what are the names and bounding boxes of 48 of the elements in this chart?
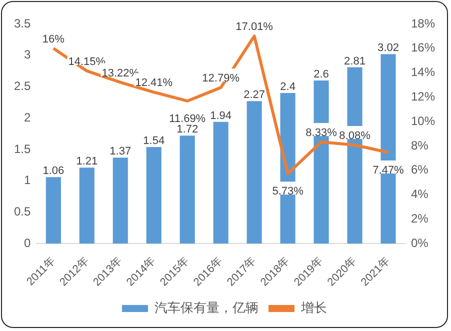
bar <box>246 101 262 244</box>
y2-tick-label: 14% <box>410 65 436 80</box>
data-label: 7.47% <box>372 164 404 176</box>
data-label: 2.81 <box>344 55 366 68</box>
data-label: 3.02 <box>378 42 399 54</box>
y2-tick-label: 2% <box>410 212 429 226</box>
data-label: 1.06 <box>42 165 64 178</box>
data-label: 14.15% <box>68 56 106 68</box>
data-label: 1.21 <box>76 156 98 168</box>
data-label: 12.41% <box>135 77 173 90</box>
y2-tick-label: 18% <box>410 16 436 30</box>
y2-tick-label: 12% <box>410 90 436 104</box>
data-label: 17.01% <box>236 21 274 34</box>
y-tick-label: 2.5 <box>14 79 31 94</box>
y-tick-label: 0 <box>24 236 31 250</box>
bar <box>180 136 195 244</box>
y2-tick-label: 6% <box>410 162 429 177</box>
data-label: 2.27 <box>244 89 266 102</box>
data-label: 5.73% <box>272 186 304 198</box>
data-label: 11.69% <box>169 113 206 126</box>
data-label: 8.08% <box>339 130 371 142</box>
bar <box>112 158 128 244</box>
data-label: 12.79% <box>202 72 240 85</box>
y2-tick-label: 10% <box>410 114 436 128</box>
y-tick-label: 3 <box>24 48 31 62</box>
bar <box>146 146 162 244</box>
y-tick-label: 0.5 <box>14 204 31 219</box>
legend-label: 增长 <box>300 300 327 316</box>
data-label: 1.37 <box>110 146 132 158</box>
data-label: 1.54 <box>143 135 165 147</box>
data-label: 2.6 <box>314 68 329 80</box>
y2-tick-label: 16% <box>410 40 436 55</box>
y2-tick-label: 8% <box>410 138 429 152</box>
y-tick-label: 1.5 <box>14 142 31 156</box>
data-label: 1.94 <box>210 110 232 122</box>
y2-tick-label: 0% <box>410 236 429 250</box>
bar <box>79 168 94 244</box>
legend-label: 汽车保有量，亿辆 <box>154 300 258 316</box>
y2-tick-label: 4% <box>410 187 429 202</box>
data-label: 2.4 <box>280 81 296 94</box>
bar <box>46 177 61 244</box>
y-tick-label: 3.5 <box>14 16 31 30</box>
y-tick-label: 2 <box>24 110 31 124</box>
y-tick-label: 1 <box>24 173 31 188</box>
data-label: 8.33% <box>306 126 338 139</box>
data-label: 1.72 <box>176 124 198 136</box>
bar <box>213 122 228 244</box>
data-label: 16% <box>42 33 65 46</box>
